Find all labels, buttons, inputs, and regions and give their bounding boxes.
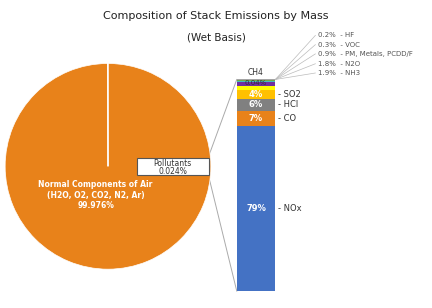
Text: Pollutants: Pollutants	[154, 159, 192, 168]
FancyBboxPatch shape	[137, 158, 209, 175]
Bar	[237, 86, 275, 90]
Text: - CO: - CO	[277, 114, 295, 123]
Text: CH4: CH4	[248, 68, 264, 77]
Text: 1.9%  - NH3: 1.9% - NH3	[318, 70, 360, 76]
Text: 6%: 6%	[249, 100, 263, 109]
Text: Normal Components of Air
(H2O, O2, CO2, N2, Ar)
99.976%: Normal Components of Air (H2O, O2, CO2, …	[38, 180, 153, 210]
Text: 0.9%  - PM, Metals, PCDD/F: 0.9% - PM, Metals, PCDD/F	[318, 51, 413, 57]
Text: - HCl: - HCl	[277, 100, 298, 109]
Text: 79%: 79%	[246, 204, 266, 213]
Bar	[237, 126, 275, 291]
Bar	[237, 90, 275, 99]
Text: 4%: 4%	[249, 90, 263, 99]
Bar	[237, 81, 275, 83]
Text: 1.8%  - N2O: 1.8% - N2O	[318, 61, 360, 67]
Bar	[237, 83, 275, 86]
Text: 0.024%: 0.024%	[159, 167, 187, 176]
Text: 0.2%  - HF: 0.2% - HF	[318, 32, 354, 38]
Text: 0.04%: 0.04%	[245, 80, 267, 86]
Bar	[237, 80, 275, 81]
Bar	[237, 111, 275, 126]
Text: 7%: 7%	[249, 114, 263, 123]
Text: - SO2: - SO2	[277, 90, 300, 99]
Bar	[237, 79, 275, 80]
Text: (Wet Basis): (Wet Basis)	[187, 32, 245, 42]
Bar	[237, 99, 275, 111]
Wedge shape	[5, 63, 211, 269]
Text: - NOx: - NOx	[277, 204, 301, 213]
Text: Composition of Stack Emissions by Mass: Composition of Stack Emissions by Mass	[103, 11, 329, 21]
Text: 0.3%  - VOC: 0.3% - VOC	[318, 42, 359, 48]
